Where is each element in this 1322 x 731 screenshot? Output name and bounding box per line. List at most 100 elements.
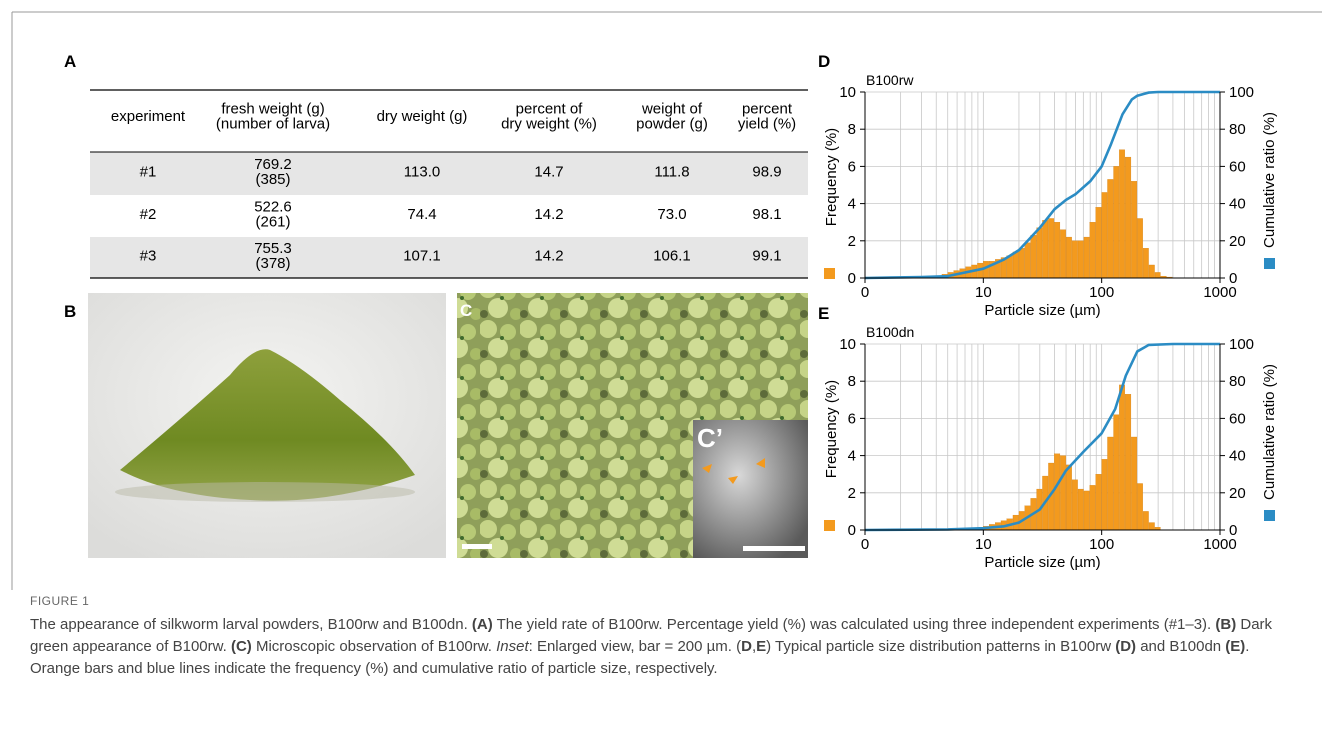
photo-powder [88, 293, 446, 558]
histogram-bar [1054, 222, 1060, 278]
cell-text: 522.6(261) [254, 199, 292, 231]
x-tick-label: 100 [1089, 536, 1114, 553]
x-axis-label: Particle size (µm) [984, 302, 1100, 319]
cell-line: 107.1 [403, 248, 441, 265]
cell-line: 98.9 [752, 164, 781, 181]
panel-label: E [818, 304, 829, 323]
histogram-bar [1019, 248, 1024, 278]
histogram-bar [1037, 228, 1042, 278]
y-tick-label: 8 [848, 373, 856, 390]
figure-page: A experimentfresh weight (g)(number of l… [0, 0, 1322, 731]
cell-line: 113.0 [404, 164, 440, 181]
y2-tick-label: 0 [1229, 522, 1237, 539]
caption: The appearance of silkworm larval powder… [30, 614, 1295, 680]
histogram-bar [1060, 230, 1065, 278]
cell-line: dry weight (g) [377, 108, 468, 125]
histogram-bar [1119, 385, 1124, 530]
histogram-bar [1048, 218, 1053, 278]
table: experiment fresh weight (g)(number of lar… [90, 90, 808, 278]
cell-line: 14.2 [534, 206, 563, 223]
histogram-bar [1149, 523, 1155, 530]
x-tick-label: 10 [975, 536, 992, 553]
histogram-bar [1102, 459, 1107, 530]
cell-text: 113.0 [404, 164, 440, 181]
panel-label: D [818, 52, 830, 71]
legend-swatch [1264, 258, 1275, 269]
cell-line: powder (g) [636, 116, 708, 133]
y2-tick-label: 40 [1229, 196, 1246, 213]
y-tick-label: 6 [848, 410, 856, 427]
histogram-bar [1143, 511, 1148, 530]
y2-tick-label: 0 [1229, 270, 1237, 287]
histogram-bar [1107, 437, 1113, 530]
histogram-bar [1149, 265, 1155, 278]
panel-label: C’ [697, 423, 723, 453]
caption-run: D [741, 638, 752, 655]
chart: B100rw01010010000246810020406080100Parti… [823, 72, 1278, 319]
cell-line: 111.8 [654, 164, 689, 181]
x-tick-label: 0 [861, 536, 869, 553]
histogram-bar [1013, 252, 1019, 278]
cell-text: 111.8 [654, 164, 689, 181]
cell-text: fresh weight (g)(number of larva) [216, 101, 330, 133]
y-tick-label: 4 [848, 448, 856, 465]
y-axis-label: Frequency (%) [823, 380, 840, 478]
x-axis-label: Particle size (µm) [984, 554, 1100, 571]
histogram-bar [1072, 480, 1078, 530]
histogram-bar [1060, 456, 1065, 530]
cell-line: 74.4 [407, 206, 436, 223]
cell-text: percent ofdry weight (%) [501, 101, 597, 133]
figure: A experimentfresh weight (g)(number of l… [0, 0, 1322, 590]
caption-run: Microscopic observation of B100rw. [252, 638, 496, 655]
cell-line: (261) [255, 214, 290, 231]
histogram-bar [1031, 235, 1037, 278]
chart-subtitle: B100rw [866, 72, 914, 88]
cell-text: 14.2 [534, 248, 563, 265]
y-tick-label: 10 [839, 336, 856, 353]
caption-run: ) Typical particle size distribution pat… [766, 638, 1115, 655]
histogram-bar [1084, 491, 1089, 530]
cell-line: (378) [255, 255, 290, 272]
histogram-bar [1072, 241, 1078, 278]
y-tick-label: 8 [848, 121, 856, 138]
cell-text: 99.1 [752, 248, 781, 265]
histogram-bar [1119, 150, 1124, 278]
cell-line: 14.7 [534, 164, 563, 181]
caption-run: E [756, 638, 766, 655]
histogram-bar [1084, 237, 1089, 278]
legend-swatch [1264, 510, 1275, 521]
caption-run: : Enlarged view, bar = 200 µm. ( [529, 638, 742, 655]
cell-text: 107.1 [403, 248, 441, 265]
cell-line: 98.1 [752, 206, 781, 223]
cell-text: 14.2 [534, 206, 563, 223]
caption-run: (B) [1215, 616, 1236, 633]
cell-text: #3 [140, 248, 157, 265]
cell-line: experiment [111, 108, 186, 125]
histogram-bar [1155, 272, 1160, 278]
y2-tick-label: 20 [1229, 233, 1246, 250]
cell-text: 98.1 [752, 206, 781, 223]
caption-run: (E) [1225, 638, 1245, 655]
histogram-bar [1137, 484, 1142, 531]
caption-run: The appearance of silkworm larval powder… [30, 616, 472, 633]
y2-tick-label: 40 [1229, 448, 1246, 465]
y2-tick-label: 80 [1229, 373, 1246, 390]
histogram-bar [1078, 241, 1084, 278]
cell-text: 769.2(385) [254, 156, 292, 188]
histogram-bar [1054, 454, 1060, 530]
y2-tick-label: 60 [1229, 158, 1246, 175]
histogram-bar [1096, 207, 1102, 278]
histogram-bar [1096, 474, 1102, 530]
histogram-bar [1025, 243, 1030, 278]
y2-axis-label: Cumulative ratio (%) [1261, 112, 1278, 248]
y-axis-label: Frequency (%) [823, 128, 840, 226]
histogram-bar [1066, 237, 1072, 278]
cell-text: #2 [140, 206, 157, 223]
y-tick-label: 0 [848, 270, 856, 287]
caption-run: (A) [472, 616, 493, 633]
histogram-bar [1131, 181, 1137, 278]
histogram-bar [1090, 222, 1096, 278]
histogram-bar [1131, 437, 1137, 530]
legend-swatch [824, 520, 835, 531]
